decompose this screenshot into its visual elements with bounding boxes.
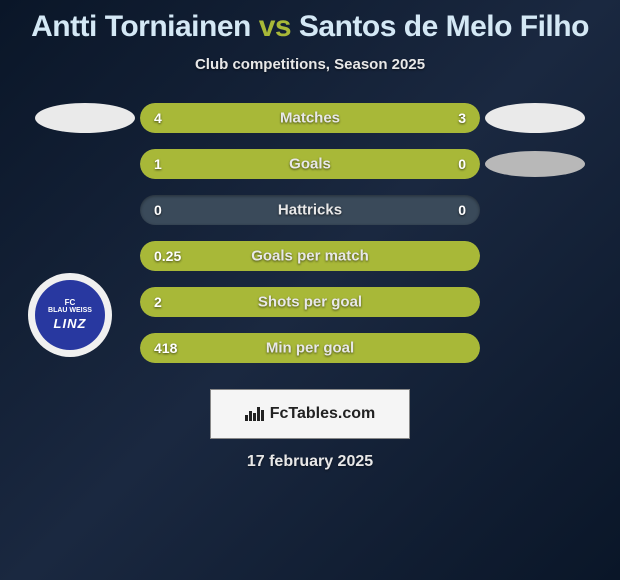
stat-bar: 1Goals0 xyxy=(140,149,480,179)
stat-label: Min per goal xyxy=(140,340,480,357)
side-left xyxy=(30,103,140,133)
stat-label: Shots per goal xyxy=(140,294,480,311)
branding-text: FcTables.com xyxy=(270,405,376,423)
badge-line3: LINZ xyxy=(54,317,87,331)
player2-photo-placeholder xyxy=(485,103,585,133)
stat-row: 0Hattricks0 xyxy=(30,195,590,225)
stat-bar: 418Min per goal xyxy=(140,333,480,363)
club-badge-inner: FC BLAU WEISS LINZ xyxy=(35,280,105,350)
stat-label: Goals xyxy=(140,156,480,173)
stat-bar: 0.25Goals per match xyxy=(140,241,480,271)
chart-icon xyxy=(245,407,264,421)
stat-row: 0.25Goals per match xyxy=(30,241,590,271)
badge-line2: BLAU WEISS xyxy=(48,307,92,315)
club2-placeholder xyxy=(485,151,585,177)
subtitle: Club competitions, Season 2025 xyxy=(195,56,425,73)
player1-name: Antti Torniainen xyxy=(31,10,251,43)
stat-row: 418Min per goal xyxy=(30,333,590,363)
vs-label: vs xyxy=(259,10,291,43)
stat-label: Hattricks xyxy=(140,202,480,219)
club-badge: FC BLAU WEISS LINZ xyxy=(28,273,112,357)
stat-bar: 0Hattricks0 xyxy=(140,195,480,225)
stat-bar: 2Shots per goal xyxy=(140,287,480,317)
player1-photo-placeholder xyxy=(35,103,135,133)
side-right xyxy=(480,151,590,177)
side-right xyxy=(480,103,590,133)
date-label: 17 february 2025 xyxy=(247,453,373,471)
stat-bar: 4Matches3 xyxy=(140,103,480,133)
stat-value-right: 0 xyxy=(458,202,466,218)
stat-row: 2Shots per goal xyxy=(30,287,590,317)
branding-box[interactable]: FcTables.com xyxy=(210,389,410,439)
stat-label: Matches xyxy=(140,110,480,127)
stat-row: 4Matches3 xyxy=(30,103,590,133)
stat-value-right: 3 xyxy=(458,110,466,126)
comparison-card: Antti Torniainen vs Santos de Melo Filho… xyxy=(0,0,620,481)
stat-label: Goals per match xyxy=(140,248,480,265)
stats-area: FC BLAU WEISS LINZ 4Matches31Goals00Hatt… xyxy=(0,103,620,471)
page-title: Antti Torniainen vs Santos de Melo Filho xyxy=(31,10,589,44)
player2-name: Santos de Melo Filho xyxy=(299,10,589,43)
stat-value-right: 0 xyxy=(458,156,466,172)
badge-line1: FC xyxy=(65,299,76,308)
stat-row: 1Goals0 xyxy=(30,149,590,179)
